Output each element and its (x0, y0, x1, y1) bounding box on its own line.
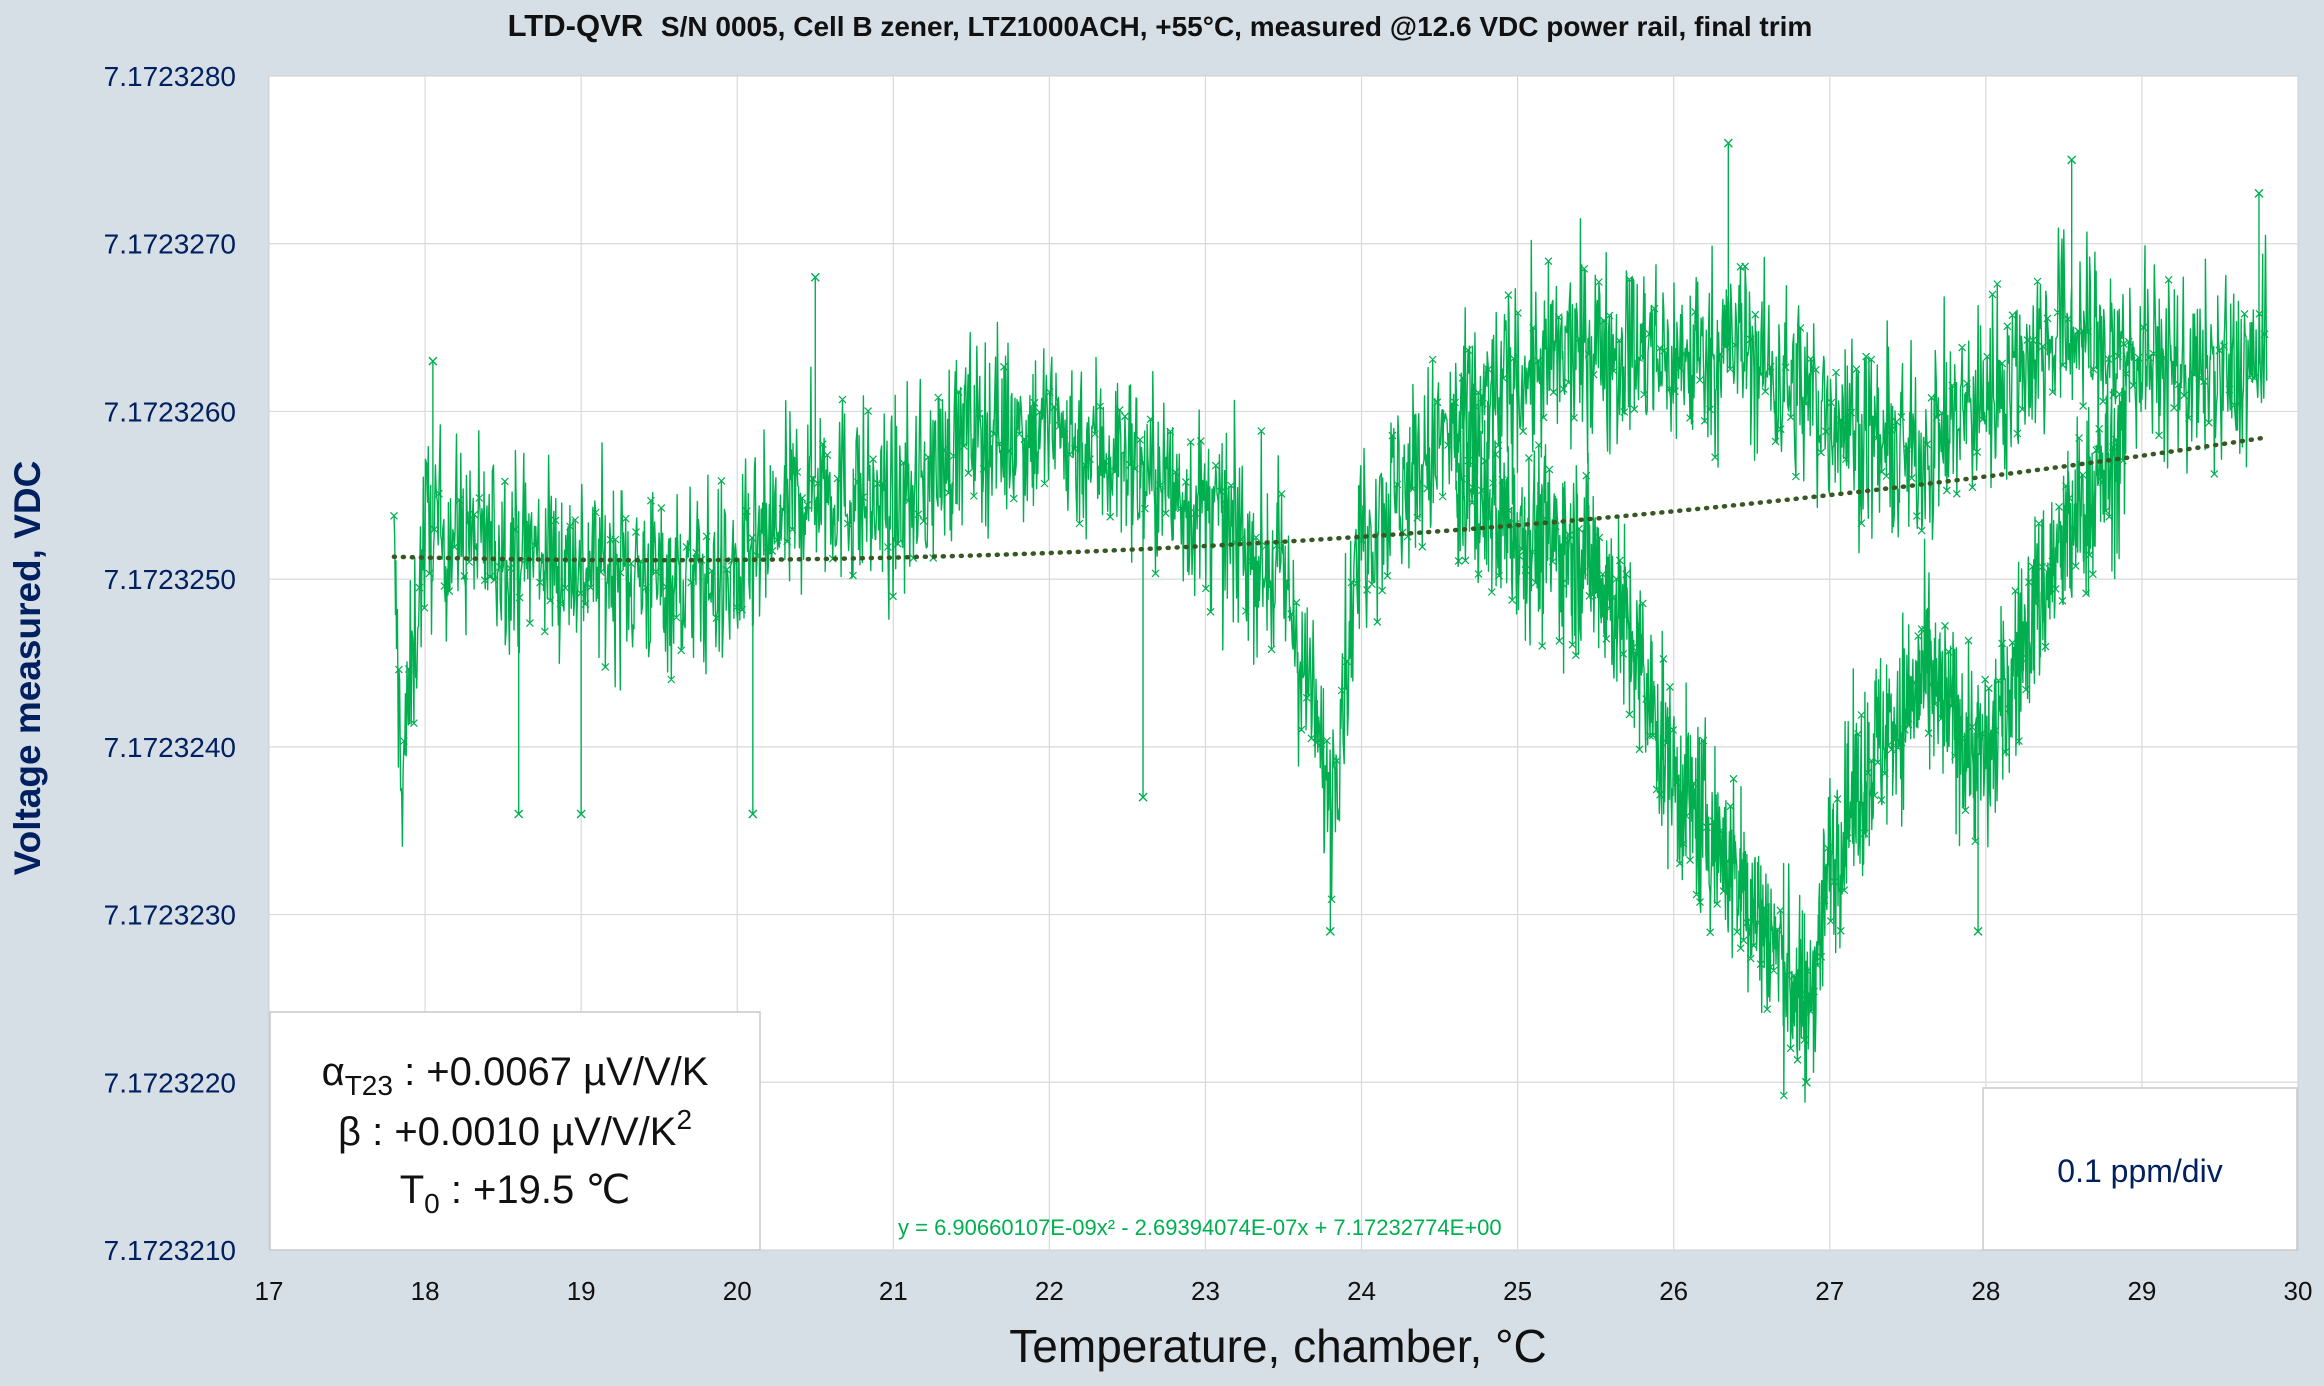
series-spike-marker (2067, 155, 2077, 165)
scale-box-frame (1982, 1087, 2298, 1251)
beta-text: β : +0.0010 µV/V/K (338, 1110, 677, 1154)
series-spike-marker (1325, 926, 1335, 936)
chart-title: LTD-QVR S/N 0005, Cell B zener, LTZ1000A… (508, 8, 1813, 43)
beta-superscript: 2 (676, 1104, 692, 1135)
t0-subscript: 0 (424, 1188, 440, 1219)
trendline (391, 435, 2270, 563)
x-axis-label: Temperature, chamber, °C (1009, 1320, 1546, 1372)
t0-value: T0 : +19.5 ℃ (400, 1168, 631, 1219)
alpha-subscript: T23 (345, 1070, 393, 1101)
x-tick-label: 18 (411, 1276, 440, 1306)
series-spike-marker (576, 809, 586, 819)
scale-label: 0.1 ppm/div (2057, 1153, 2222, 1189)
x-tick-label: 17 (255, 1276, 284, 1306)
trendline-layer (391, 435, 2270, 563)
alpha-symbol: α (322, 1050, 345, 1094)
t0-text: : +19.5 ℃ (440, 1168, 631, 1212)
series-spike-marker (1973, 926, 1983, 936)
t0-symbol: T (400, 1168, 424, 1212)
x-tick-label: 29 (2127, 1276, 2156, 1306)
y-tick-label: 7.1723250 (104, 564, 236, 595)
x-tick-label: 22 (1035, 1276, 1064, 1306)
trendline-equation: y = 6.90660107E-09x² - 2.69394074E-07x +… (898, 1215, 1502, 1240)
y-tick-label: 7.1723230 (104, 900, 236, 931)
series-spike-marker (1801, 1077, 1811, 1087)
series-spike-marker (514, 809, 524, 819)
chart-title-brand: LTD-QVR (508, 8, 643, 43)
x-tick-label: 26 (1659, 1276, 1688, 1306)
y-axis-label: Voltage measured, VDC (7, 461, 48, 876)
y-tick-label: 7.1723220 (104, 1067, 236, 1098)
x-tick-label: 19 (567, 1276, 596, 1306)
alpha-coefficient: αT23 : +0.0067 µV/V/K (322, 1050, 709, 1101)
series-lower-branch-markers (1451, 369, 2131, 1100)
y-tick-labels: 7.1723210 7.1723220 7.1723230 7.1723240 7.17… (104, 61, 236, 1266)
coefficients-box-frame (269, 1011, 761, 1251)
series-upper-branch (393, 218, 2268, 900)
scale-box: 0.1 ppm/div (1982, 1087, 2298, 1251)
series-spike-marker (428, 356, 438, 366)
alpha-value: : +0.0067 µV/V/K (393, 1050, 709, 1094)
y-tick-label: 7.1723280 (104, 61, 236, 92)
series-layer (390, 138, 2269, 1103)
x-tick-label: 21 (879, 1276, 908, 1306)
series-upper-branch-markers (390, 257, 2269, 904)
x-tick-label: 27 (1815, 1276, 1844, 1306)
coefficients-box: αT23 : +0.0067 µV/V/K β : +0.0010 µV/V/K… (269, 1011, 761, 1251)
series-spike-marker (748, 809, 758, 819)
x-tick-label: 24 (1347, 1276, 1376, 1306)
x-tick-label: 28 (1971, 1276, 2000, 1306)
series-spike-marker (2254, 188, 2264, 198)
y-tick-label: 7.1723260 (104, 396, 236, 427)
series-spike-marker (810, 272, 820, 282)
chart-title-text: S/N 0005, Cell B zener, LTZ1000ACH, +55°… (661, 11, 1812, 42)
y-tick-label: 7.1723240 (104, 732, 236, 763)
series-spike-marker (1723, 138, 1733, 148)
beta-coefficient: β : +0.0010 µV/V/K2 (338, 1104, 692, 1154)
x-tick-label: 25 (1503, 1276, 1532, 1306)
y-tick-label: 7.1723270 (104, 229, 236, 260)
x-tick-label: 23 (1191, 1276, 1220, 1306)
y-tick-label: 7.1723210 (104, 1235, 236, 1266)
series-spike-marker (1138, 792, 1148, 802)
x-tick-label: 30 (2284, 1276, 2313, 1306)
x-tick-label: 20 (723, 1276, 752, 1306)
x-tick-labels: 17 18 19 20 21 22 23 24 25 26 27 28 29 30 (255, 1276, 2313, 1306)
